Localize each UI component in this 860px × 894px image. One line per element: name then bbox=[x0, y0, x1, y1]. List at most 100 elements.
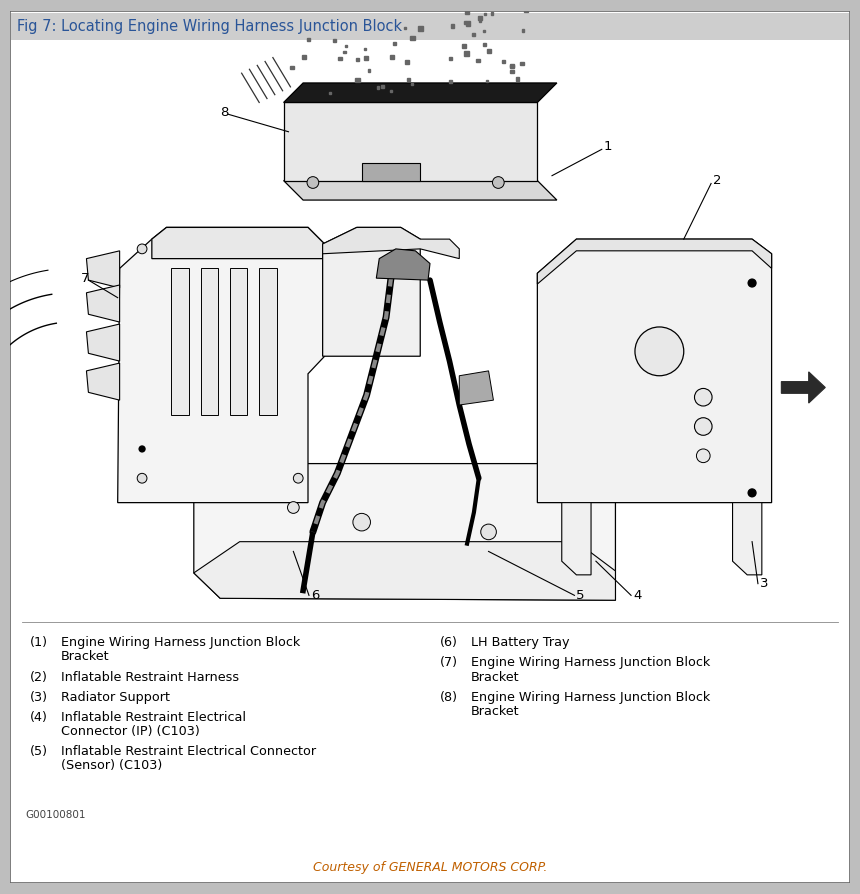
Bar bbox=[356, 58, 359, 62]
Polygon shape bbox=[87, 363, 120, 401]
Bar bbox=[502, 60, 506, 63]
Bar bbox=[482, 43, 486, 46]
Polygon shape bbox=[322, 227, 421, 356]
Polygon shape bbox=[362, 163, 421, 181]
Bar bbox=[355, 78, 360, 82]
Text: Engine Wiring Harness Junction Block: Engine Wiring Harness Junction Block bbox=[471, 656, 710, 670]
Bar bbox=[343, 51, 346, 54]
Bar bbox=[367, 70, 370, 72]
Bar bbox=[482, 30, 485, 32]
Bar bbox=[329, 92, 331, 95]
Circle shape bbox=[139, 446, 145, 451]
Text: G00100801: G00100801 bbox=[25, 810, 85, 820]
Bar bbox=[510, 70, 513, 73]
Bar bbox=[390, 55, 394, 59]
Circle shape bbox=[287, 502, 299, 513]
Polygon shape bbox=[733, 502, 762, 575]
Text: (1): (1) bbox=[30, 637, 48, 649]
Bar bbox=[403, 27, 406, 29]
Text: (3): (3) bbox=[30, 690, 48, 704]
Bar bbox=[465, 11, 469, 14]
Circle shape bbox=[138, 244, 147, 254]
Bar bbox=[516, 77, 519, 80]
Text: Inflatable Restraint Electrical Connector: Inflatable Restraint Electrical Connecto… bbox=[61, 745, 316, 758]
Circle shape bbox=[695, 417, 712, 435]
Text: Engine Wiring Harness Junction Block: Engine Wiring Harness Junction Block bbox=[61, 637, 300, 649]
Bar bbox=[520, 62, 524, 65]
Bar bbox=[377, 86, 379, 89]
Polygon shape bbox=[284, 103, 538, 181]
Bar bbox=[419, 26, 423, 31]
Text: Bracket: Bracket bbox=[471, 704, 519, 718]
Text: 2: 2 bbox=[713, 174, 722, 187]
Polygon shape bbox=[538, 239, 771, 502]
Bar bbox=[510, 65, 513, 69]
Polygon shape bbox=[459, 371, 494, 405]
Bar bbox=[307, 38, 310, 41]
Polygon shape bbox=[87, 251, 120, 288]
Bar bbox=[411, 82, 414, 86]
Bar bbox=[449, 57, 452, 60]
Text: (6): (6) bbox=[439, 637, 458, 649]
Bar bbox=[478, 16, 482, 20]
Text: Courtesy of GENERAL MOTORS CORP.: Courtesy of GENERAL MOTORS CORP. bbox=[313, 861, 547, 874]
Bar bbox=[302, 55, 306, 59]
Polygon shape bbox=[118, 227, 324, 502]
Text: (8): (8) bbox=[439, 690, 458, 704]
Bar bbox=[449, 80, 452, 82]
Circle shape bbox=[635, 327, 684, 375]
Text: Bracket: Bracket bbox=[471, 670, 519, 684]
Polygon shape bbox=[259, 268, 277, 415]
Text: 5: 5 bbox=[576, 589, 585, 602]
Circle shape bbox=[353, 513, 371, 531]
Text: (5): (5) bbox=[30, 745, 48, 758]
Bar bbox=[484, 13, 486, 15]
Bar bbox=[410, 36, 415, 40]
Polygon shape bbox=[87, 285, 120, 322]
Polygon shape bbox=[194, 542, 616, 600]
Polygon shape bbox=[782, 372, 826, 403]
Text: 8: 8 bbox=[220, 105, 229, 119]
Polygon shape bbox=[538, 239, 771, 284]
Circle shape bbox=[697, 449, 710, 462]
Bar bbox=[462, 44, 465, 48]
Circle shape bbox=[293, 473, 303, 483]
Bar bbox=[511, 64, 513, 67]
Bar bbox=[522, 30, 524, 31]
Circle shape bbox=[138, 473, 147, 483]
Text: Fig 7: Locating Engine Wiring Harness Junction Block: Fig 7: Locating Engine Wiring Harness Ju… bbox=[17, 19, 402, 34]
Bar bbox=[345, 45, 347, 46]
Bar bbox=[392, 42, 396, 45]
Polygon shape bbox=[194, 464, 616, 600]
Bar bbox=[524, 7, 528, 12]
Polygon shape bbox=[87, 324, 120, 361]
Text: 1: 1 bbox=[604, 139, 612, 153]
Polygon shape bbox=[377, 249, 430, 280]
Text: (2): (2) bbox=[30, 670, 47, 684]
Bar bbox=[486, 80, 488, 81]
Bar bbox=[479, 20, 482, 21]
Polygon shape bbox=[284, 181, 557, 200]
Text: 7: 7 bbox=[81, 272, 89, 284]
Polygon shape bbox=[171, 268, 189, 415]
Polygon shape bbox=[200, 268, 218, 415]
Bar bbox=[464, 21, 466, 24]
Text: 6: 6 bbox=[311, 589, 319, 602]
Text: (Sensor) (C103): (Sensor) (C103) bbox=[61, 759, 163, 772]
Text: (7): (7) bbox=[439, 656, 458, 670]
Bar bbox=[464, 51, 469, 56]
Bar bbox=[490, 13, 493, 14]
Bar bbox=[487, 49, 490, 53]
Circle shape bbox=[493, 177, 504, 189]
Bar bbox=[476, 59, 480, 63]
Bar bbox=[364, 56, 368, 60]
Bar bbox=[390, 90, 392, 92]
Text: LH Battery Tray: LH Battery Tray bbox=[471, 637, 569, 649]
Bar bbox=[290, 65, 293, 69]
Bar bbox=[364, 47, 366, 50]
Polygon shape bbox=[284, 83, 557, 103]
Bar bbox=[382, 85, 384, 89]
Circle shape bbox=[748, 279, 756, 287]
Circle shape bbox=[307, 177, 319, 189]
Bar bbox=[471, 33, 475, 37]
